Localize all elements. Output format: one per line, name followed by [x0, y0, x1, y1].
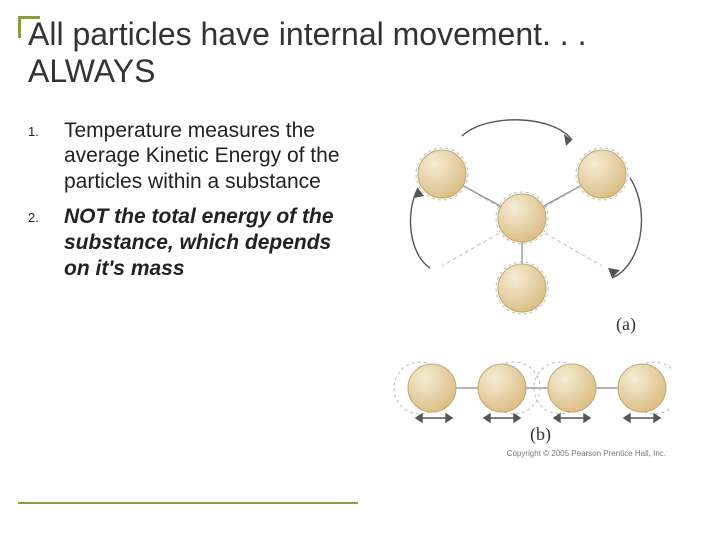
- list-text: NOT the total energy of the substance, w…: [64, 204, 358, 281]
- figure-svg: [372, 118, 672, 458]
- figure-label-b: (b): [530, 424, 551, 445]
- particle-figure: (a) (b) Copyright © 2005 Pearson Prentic…: [372, 118, 672, 458]
- accent-underline: [18, 502, 358, 504]
- figure-column: (a) (b) Copyright © 2005 Pearson Prentic…: [372, 118, 692, 458]
- slide-title: All particles have internal movement. . …: [28, 16, 692, 90]
- list-number: 2.: [28, 204, 64, 281]
- list-item: 1. Temperature measures the average Kine…: [28, 118, 358, 195]
- text-column: 1. Temperature measures the average Kine…: [28, 118, 358, 458]
- list-item: 2. NOT the total energy of the substance…: [28, 204, 358, 281]
- accent-corner: [18, 16, 40, 38]
- copyright-text: Copyright © 2005 Pearson Prentice Hall, …: [507, 449, 666, 458]
- bullet-list: 1. Temperature measures the average Kine…: [28, 118, 358, 282]
- list-text: Temperature measures the average Kinetic…: [64, 118, 358, 195]
- list-number: 1.: [28, 118, 64, 195]
- figure-label-a: (a): [616, 314, 636, 335]
